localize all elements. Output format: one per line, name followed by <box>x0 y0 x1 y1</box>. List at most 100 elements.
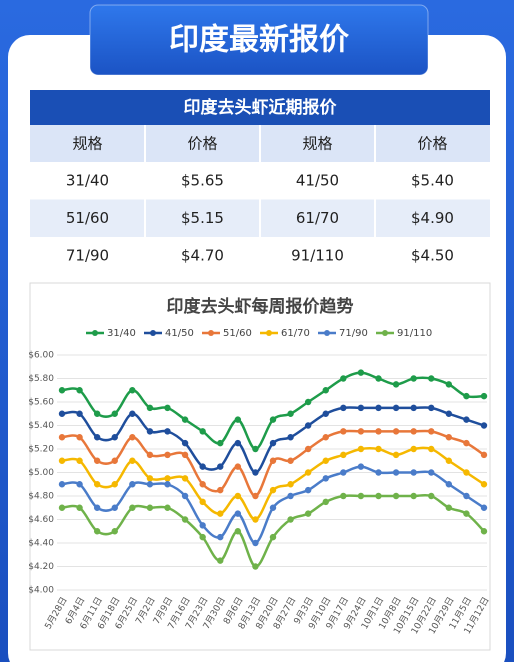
data-point <box>269 533 277 541</box>
data-point <box>392 469 400 476</box>
data-point <box>164 451 171 459</box>
y-tick-label: $5.20 <box>28 445 54 455</box>
data-point <box>58 410 66 417</box>
legend-label: 51/60 <box>223 328 252 339</box>
data-point <box>164 404 171 412</box>
data-point <box>111 410 118 417</box>
data-point <box>234 416 242 423</box>
data-point <box>480 504 488 511</box>
data-point <box>287 492 294 500</box>
data-point <box>76 457 83 464</box>
data-point <box>252 539 259 547</box>
data-point <box>181 492 189 500</box>
legend-label: 41/50 <box>165 328 194 339</box>
data-point <box>357 369 365 376</box>
data-point <box>287 434 294 441</box>
data-point <box>304 422 312 429</box>
data-point <box>445 504 453 511</box>
data-point <box>445 410 453 417</box>
data-point <box>252 516 259 523</box>
data-point <box>375 492 382 500</box>
data-point <box>340 451 347 459</box>
table-cell: $5.40 <box>411 171 454 189</box>
data-point <box>93 481 101 488</box>
data-point <box>357 463 365 470</box>
data-point <box>199 428 206 435</box>
column-header: 规格 <box>302 135 332 153</box>
legend-marker <box>92 330 98 336</box>
data-point <box>357 428 365 435</box>
y-tick-label: $4.40 <box>28 539 54 549</box>
table-cell: 91/110 <box>291 246 344 264</box>
data-point <box>93 504 101 511</box>
table-cell: $4.90 <box>411 209 454 227</box>
y-tick-label: $4.60 <box>28 515 54 525</box>
legend-marker <box>382 330 388 336</box>
data-point <box>340 428 347 435</box>
table-cell: 71/90 <box>66 246 109 264</box>
data-point <box>357 404 365 412</box>
data-point <box>217 557 224 564</box>
data-point <box>392 381 400 388</box>
data-point <box>181 451 189 459</box>
data-point <box>111 457 118 464</box>
data-point <box>304 445 312 453</box>
data-point <box>129 457 136 464</box>
data-point <box>217 463 224 470</box>
data-point <box>410 492 417 500</box>
column-header: 规格 <box>72 135 102 153</box>
data-point <box>463 492 470 500</box>
data-point <box>93 457 101 464</box>
data-point <box>392 451 400 459</box>
data-point <box>129 410 136 417</box>
data-point <box>199 463 206 470</box>
column-header: 价格 <box>187 135 217 153</box>
data-point <box>304 398 312 406</box>
data-point <box>234 510 242 517</box>
data-point <box>375 428 382 435</box>
data-point <box>375 469 382 476</box>
data-point <box>252 445 259 453</box>
data-point <box>480 528 488 535</box>
data-point <box>463 392 470 400</box>
data-point <box>111 504 118 511</box>
data-point <box>199 481 206 488</box>
data-point <box>463 469 470 476</box>
data-point <box>111 528 118 535</box>
data-point <box>199 522 206 529</box>
data-point <box>76 481 83 488</box>
y-tick-label: $4.80 <box>28 492 54 502</box>
data-point <box>76 434 83 441</box>
data-point <box>93 434 101 441</box>
data-point <box>76 387 83 394</box>
data-point <box>392 428 400 435</box>
legend-marker <box>266 330 272 336</box>
table-header <box>30 90 490 125</box>
data-point <box>463 510 470 517</box>
data-point <box>234 528 242 535</box>
data-point <box>146 428 154 435</box>
data-point <box>340 492 347 500</box>
data-point <box>269 457 277 464</box>
data-point <box>392 404 400 412</box>
data-point <box>287 410 294 417</box>
data-point <box>322 457 329 464</box>
data-point <box>322 434 329 441</box>
data-point <box>146 504 154 511</box>
data-point <box>322 498 329 506</box>
data-point <box>428 404 435 412</box>
data-point <box>287 457 294 464</box>
data-point <box>410 404 417 412</box>
banner <box>89 4 429 76</box>
data-point <box>428 492 435 500</box>
data-point <box>217 486 224 494</box>
data-point <box>480 451 488 459</box>
chart-title: 印度去头虾每周报价趋势 <box>167 296 354 317</box>
data-point <box>269 486 277 494</box>
data-point <box>480 481 488 488</box>
data-point <box>146 481 154 488</box>
data-point <box>164 428 171 435</box>
data-point <box>287 516 294 523</box>
data-point <box>375 404 382 412</box>
